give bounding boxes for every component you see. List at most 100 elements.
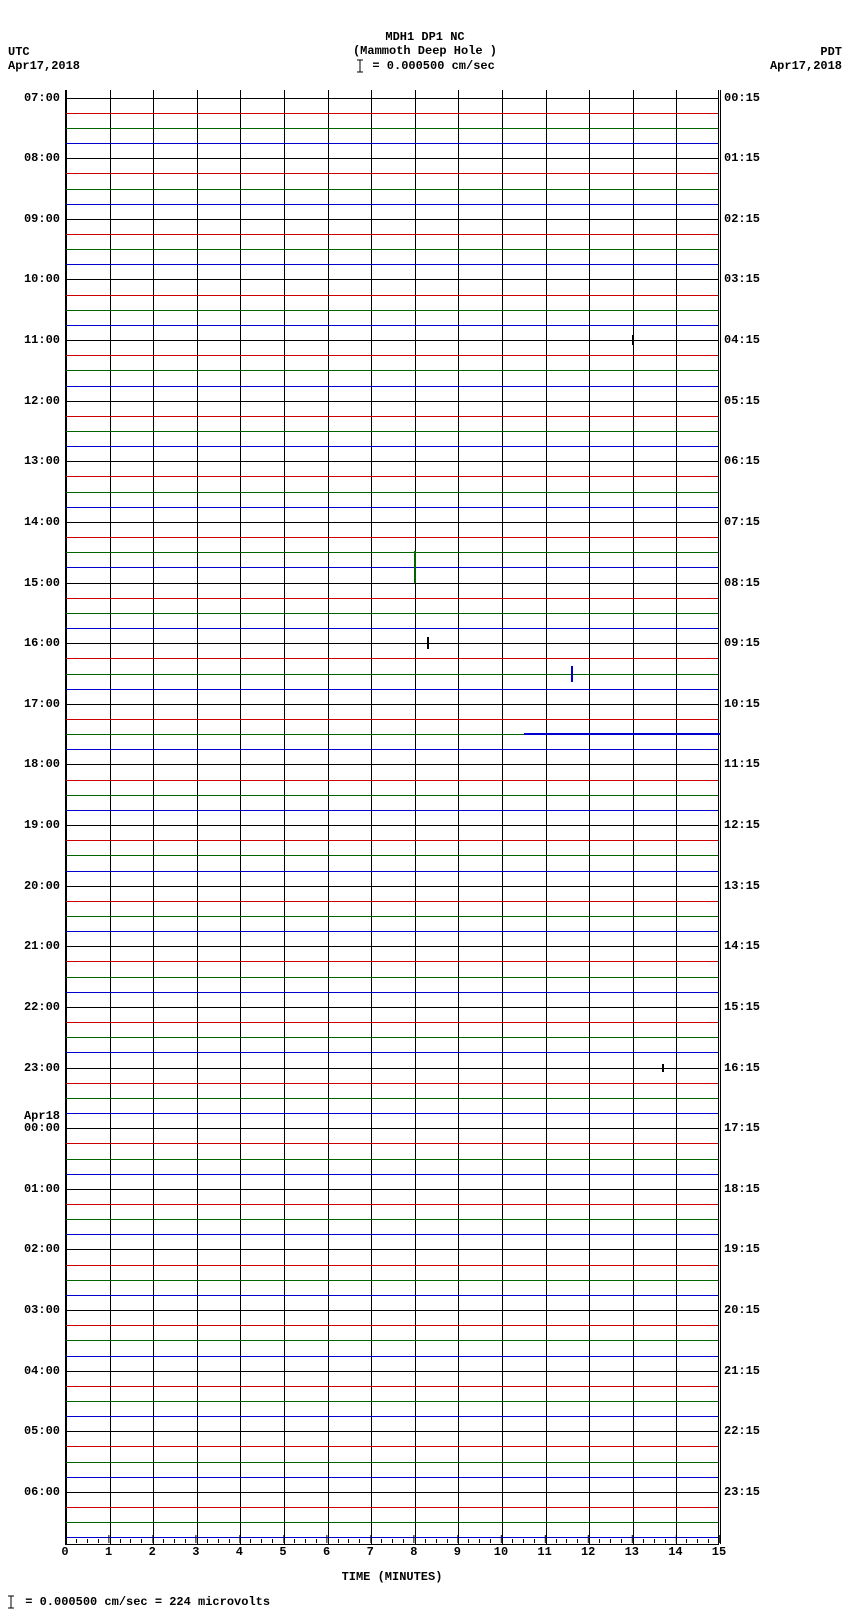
- x-tick-minor: [556, 1539, 557, 1543]
- trace-line: [66, 1037, 718, 1038]
- x-tick-minor: [490, 1539, 491, 1543]
- trace-line: [66, 264, 718, 265]
- gridline-v: [720, 90, 721, 1544]
- x-tick-label: 13: [625, 1545, 639, 1559]
- trace-line: [66, 552, 718, 553]
- x-tick: 12: [581, 1545, 595, 1559]
- x-tick: 4: [236, 1545, 243, 1559]
- x-tick-label: 10: [494, 1545, 508, 1559]
- x-tick: 8: [410, 1545, 417, 1559]
- tz-left-date: Apr17,2018: [8, 59, 80, 73]
- trace-line: [66, 1522, 718, 1523]
- trace-line: [66, 855, 718, 856]
- x-tick-label: 3: [192, 1545, 199, 1559]
- trace-row: [66, 871, 718, 872]
- x-tick: 1: [105, 1545, 112, 1559]
- trace-line: [66, 204, 718, 205]
- trace-row: [66, 1416, 718, 1417]
- x-tick: 11: [537, 1545, 551, 1559]
- x-tick-minor: [348, 1539, 349, 1543]
- tz-left-label: UTC: [8, 45, 80, 59]
- x-tick-minor: [305, 1539, 306, 1543]
- pdt-time-label: 16:15: [724, 1061, 760, 1075]
- trace-row: [66, 1113, 718, 1114]
- trace-line: [66, 1356, 718, 1357]
- x-tick-label: 5: [279, 1545, 286, 1559]
- x-tick-minor: [207, 1539, 208, 1543]
- trace-line: [66, 1325, 718, 1326]
- x-tick-minor: [87, 1539, 88, 1543]
- trace-line: [66, 643, 718, 644]
- trace-line: [66, 840, 718, 841]
- trace-row: [66, 810, 718, 811]
- pdt-time-label: 12:15: [724, 818, 760, 832]
- trace-row: [66, 173, 718, 174]
- trace-row: [66, 1128, 718, 1129]
- tz-left: UTC Apr17,2018: [8, 45, 80, 73]
- trace-row: [66, 1462, 718, 1463]
- trace-line: [66, 537, 718, 538]
- utc-time-label: 22:00: [24, 1000, 60, 1014]
- chart-header: MDH1 DP1 NC (Mammoth Deep Hole ) = 0.000…: [0, 30, 850, 73]
- trace-row: [66, 643, 718, 644]
- trace-line: [66, 431, 718, 432]
- trace-line: [66, 689, 718, 690]
- trace-row: [66, 295, 718, 296]
- trace-line: [66, 234, 718, 235]
- trace-row: [66, 1295, 718, 1296]
- x-tick-minor: [316, 1539, 317, 1543]
- trace-line: [66, 628, 718, 629]
- trace-row: [66, 1310, 718, 1311]
- trace-row: [66, 977, 718, 978]
- trace-line: [66, 598, 718, 599]
- trace-line: [66, 1249, 718, 1250]
- trace-line: [66, 583, 718, 584]
- trace-line: [66, 143, 718, 144]
- trace-line: [66, 1022, 718, 1023]
- trace-row: [66, 1249, 718, 1250]
- x-tick-minor: [403, 1539, 404, 1543]
- trace-line: [66, 522, 718, 523]
- x-tick-label: 11: [537, 1545, 551, 1559]
- x-tick-minor: [643, 1539, 644, 1543]
- trace-line: [66, 1204, 718, 1205]
- trace-line: [66, 1143, 718, 1144]
- trace-row: [66, 189, 718, 190]
- trace-line: [66, 1189, 718, 1190]
- pdt-time-label: 08:15: [724, 576, 760, 590]
- pdt-time-label: 17:15: [724, 1121, 760, 1135]
- trace-row: [66, 1083, 718, 1084]
- x-tick-minor: [185, 1539, 186, 1543]
- trace-row: [66, 401, 718, 402]
- utc-time-label: 17:00: [24, 697, 60, 711]
- utc-time-label: 09:00: [24, 212, 60, 226]
- trace-row: [66, 507, 718, 508]
- pdt-time-label: 10:15: [724, 697, 760, 711]
- x-tick-label: 12: [581, 1545, 595, 1559]
- pdt-time-label: 21:15: [724, 1364, 760, 1378]
- trace-line: [66, 1386, 718, 1387]
- trace-row: [66, 1492, 718, 1493]
- x-tick-minor: [479, 1539, 480, 1543]
- pdt-time-label: 02:15: [724, 212, 760, 226]
- trace-row: [66, 431, 718, 432]
- trace-row: [66, 658, 718, 659]
- x-tick-label: 4: [236, 1545, 243, 1559]
- trace-line: [66, 719, 718, 720]
- trace-row: [66, 674, 718, 675]
- x-tick-minor: [250, 1539, 251, 1543]
- trace-row: [66, 1068, 718, 1069]
- trace-row: [66, 795, 718, 796]
- trace-line: [66, 1310, 718, 1311]
- trace-line: [66, 567, 718, 568]
- trace-line: [66, 340, 718, 341]
- trace-line: [66, 886, 718, 887]
- trace-line: [66, 992, 718, 993]
- x-tick-minor: [654, 1539, 655, 1543]
- pdt-time-label: 00:15: [724, 91, 760, 105]
- utc-time-label: 03:00: [24, 1303, 60, 1317]
- x-tick-minor: [141, 1539, 142, 1543]
- seismic-event: [632, 335, 634, 345]
- tz-right-label: PDT: [770, 45, 842, 59]
- trace-row: [66, 158, 718, 159]
